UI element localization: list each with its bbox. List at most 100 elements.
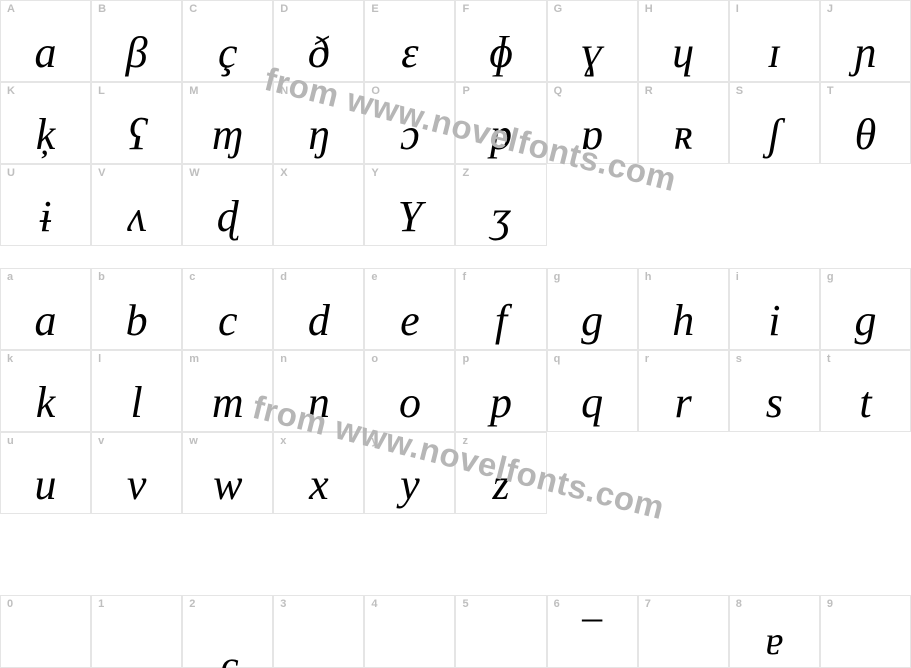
glyph: o [365, 381, 454, 425]
key-label: s [736, 353, 742, 365]
glyph-cell [547, 432, 638, 514]
glyph-cell: gg [547, 268, 638, 350]
glyph-cell: dd [273, 268, 364, 350]
key-label: P [462, 85, 469, 97]
glyph-cell: Mɱ [182, 82, 273, 164]
key-label: m [189, 353, 199, 365]
key-label: K [7, 85, 15, 97]
key-label: U [7, 167, 15, 179]
glyph-cell: Aa [0, 0, 91, 82]
glyph: n [274, 381, 363, 425]
key-label: E [371, 3, 378, 15]
glyph: ç [183, 31, 272, 75]
glyph-cell: Rʀ [638, 82, 729, 164]
glyph: ʕ [183, 655, 272, 668]
key-label: X [280, 167, 287, 179]
glyph: ɐ [730, 621, 819, 661]
glyph: ʕ [92, 113, 181, 157]
glyph-cell: Qɒ [547, 82, 638, 164]
key-label: z [462, 435, 468, 447]
glyph: l [92, 381, 181, 425]
key-label: M [189, 85, 198, 97]
glyph: ɣ [548, 31, 637, 75]
glyph: ɖ [183, 195, 272, 239]
glyph-cell: Dð [273, 0, 364, 82]
glyph: i [730, 299, 819, 343]
glyph: d [274, 299, 363, 343]
key-label: y [371, 435, 377, 447]
key-label: l [98, 353, 101, 365]
glyph-cell: 0 [0, 595, 91, 668]
key-label: q [554, 353, 561, 365]
key-label: 2 [189, 598, 195, 610]
glyph: ʀ [639, 113, 728, 157]
glyph-cell: Iɪ [729, 0, 820, 82]
glyph: s [730, 381, 819, 425]
glyph-cell: pp [455, 350, 546, 432]
key-label: d [280, 271, 287, 283]
glyph: u [1, 463, 90, 507]
key-label: p [462, 353, 469, 365]
key-label: h [645, 271, 652, 283]
key-label: c [189, 271, 195, 283]
key-label: N [280, 85, 288, 97]
glyph: v [92, 463, 181, 507]
glyph: ɔ [365, 113, 454, 157]
glyph: m [183, 381, 272, 425]
key-label: Y [371, 167, 378, 179]
glyph: ɪ [730, 31, 819, 75]
key-label: R [645, 85, 653, 97]
key-label: Q [554, 85, 563, 97]
glyph-cell [820, 164, 911, 246]
key-label: g [554, 271, 561, 283]
glyph-cell: gg [820, 268, 911, 350]
key-label: k [7, 353, 13, 365]
glyph: e [365, 299, 454, 343]
glyph: ʌ [92, 195, 181, 239]
glyph: k [1, 381, 90, 425]
key-label: r [645, 353, 649, 365]
glyph-cell: ii [729, 268, 820, 350]
glyph: a [1, 31, 90, 75]
key-label: J [827, 3, 833, 15]
glyph-cell: zz [455, 432, 546, 514]
key-label: b [98, 271, 105, 283]
glyph-cell: Tθ [820, 82, 911, 164]
glyph-cell: Vʌ [91, 164, 182, 246]
glyph-cell [638, 432, 729, 514]
glyph-cell: 1 [91, 595, 182, 668]
glyph: h [639, 299, 728, 343]
glyph: ɲ [821, 31, 910, 75]
glyph-cell: Oɔ [364, 82, 455, 164]
glyph: ʃ [730, 113, 819, 157]
key-label: C [189, 3, 197, 15]
glyph-cell: aa [0, 268, 91, 350]
key-label: B [98, 3, 106, 15]
glyph-cell: nn [273, 350, 364, 432]
key-label: T [827, 85, 834, 97]
glyph: b [92, 299, 181, 343]
key-label: F [462, 3, 469, 15]
glyph-grid-digits: 012ʕ3456–78ɐ9 [0, 595, 911, 668]
key-label: D [280, 3, 288, 15]
glyph-cell: 7 [638, 595, 729, 668]
glyph: t [821, 381, 910, 425]
key-label: t [827, 353, 831, 365]
glyph-cell: bb [91, 268, 182, 350]
glyph-cell: oo [364, 350, 455, 432]
glyph-cell: uu [0, 432, 91, 514]
glyph-cell: Eɛ [364, 0, 455, 82]
key-label: e [371, 271, 377, 283]
glyph-cell: 9 [820, 595, 911, 668]
key-label: 8 [736, 598, 742, 610]
glyph-cell: 5 [455, 595, 546, 668]
key-label: S [736, 85, 743, 97]
glyph: ɸ [456, 31, 545, 75]
glyph: w [183, 463, 272, 507]
glyph-cell: cc [182, 268, 273, 350]
key-label: O [371, 85, 380, 97]
glyph: q [548, 381, 637, 425]
key-label: 0 [7, 598, 13, 610]
glyph-cell: Kķ [0, 82, 91, 164]
key-label: o [371, 353, 378, 365]
